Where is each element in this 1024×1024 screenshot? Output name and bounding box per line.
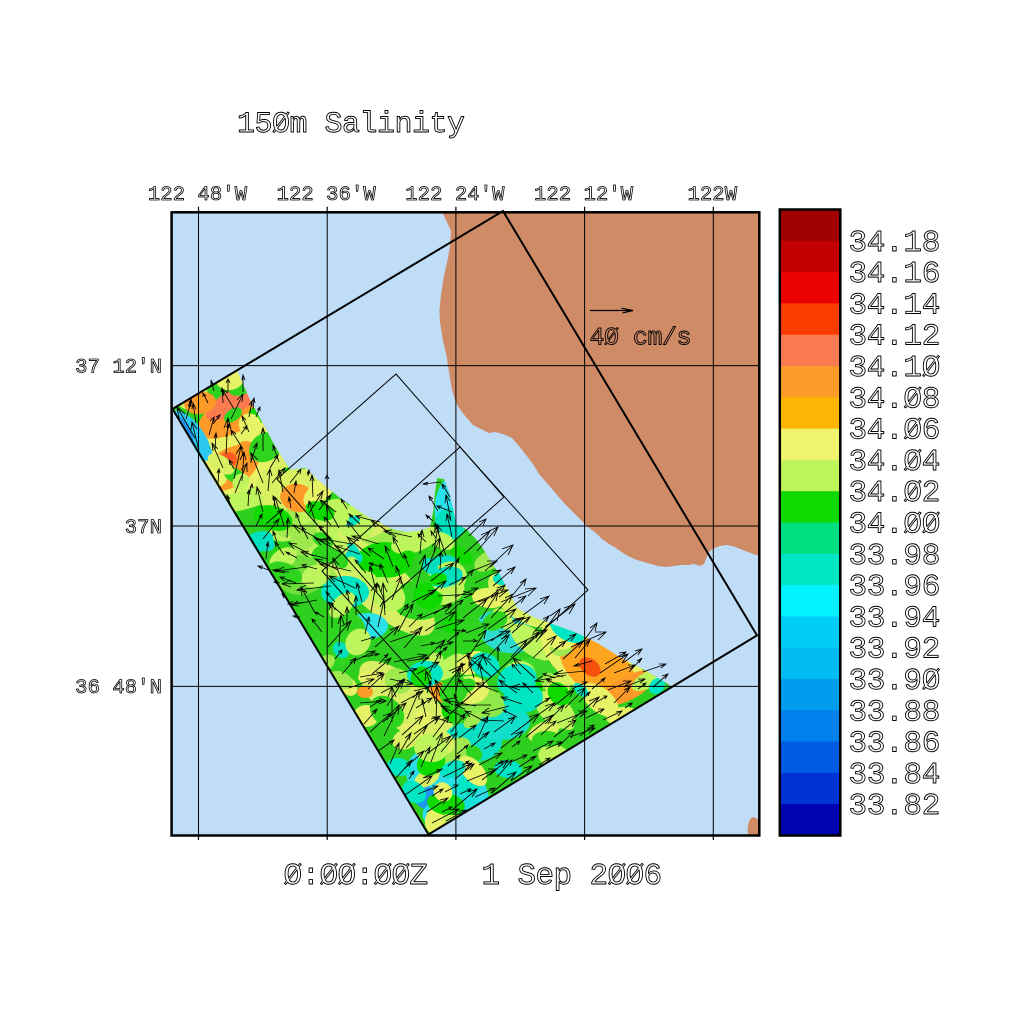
svg-text:33.96: 33.96 [849,570,941,605]
svg-text:122 24'W: 122 24'W [405,184,505,207]
svg-text:122W: 122W [687,184,737,207]
svg-text:122 12'W: 122 12'W [534,184,634,207]
svg-text:34.ØØ: 34.ØØ [849,508,941,543]
svg-text:33.82: 33.82 [849,789,941,824]
svg-text:33.98: 33.98 [849,539,941,574]
svg-text:Ø:ØØ:ØØZ 1 Sep 2ØØ6: Ø:ØØ:ØØZ 1 Sep 2ØØ6 [284,859,662,894]
svg-text:33.94: 33.94 [849,601,941,636]
svg-text:34.Ø4: 34.Ø4 [849,445,941,480]
svg-text:34.Ø2: 34.Ø2 [849,476,941,511]
svg-text:37 12'N: 37 12'N [75,356,162,379]
svg-text:36 48'N: 36 48'N [75,677,162,700]
svg-text:33.86: 33.86 [849,727,941,762]
svg-text:34.Ø8: 34.Ø8 [849,382,941,417]
svg-text:4Ø cm/s: 4Ø cm/s [590,324,692,353]
svg-text:34.12: 34.12 [849,320,941,355]
svg-text:34.1Ø: 34.1Ø [849,351,941,386]
svg-text:122 48'W: 122 48'W [148,184,248,207]
svg-text:37N: 37N [125,517,162,540]
svg-text:33.92: 33.92 [849,633,941,668]
svg-text:34.14: 34.14 [849,288,941,323]
svg-text:15Øm Salinity: 15Øm Salinity [237,108,465,142]
svg-text:34.16: 34.16 [849,257,941,292]
svg-text:34.18: 34.18 [849,226,941,261]
svg-text:33.84: 33.84 [849,758,941,793]
svg-text:122 36'W: 122 36'W [277,184,377,207]
svg-text:33.88: 33.88 [849,695,941,730]
svg-text:33.9Ø: 33.9Ø [849,664,941,699]
svg-text:34.Ø6: 34.Ø6 [849,414,941,449]
